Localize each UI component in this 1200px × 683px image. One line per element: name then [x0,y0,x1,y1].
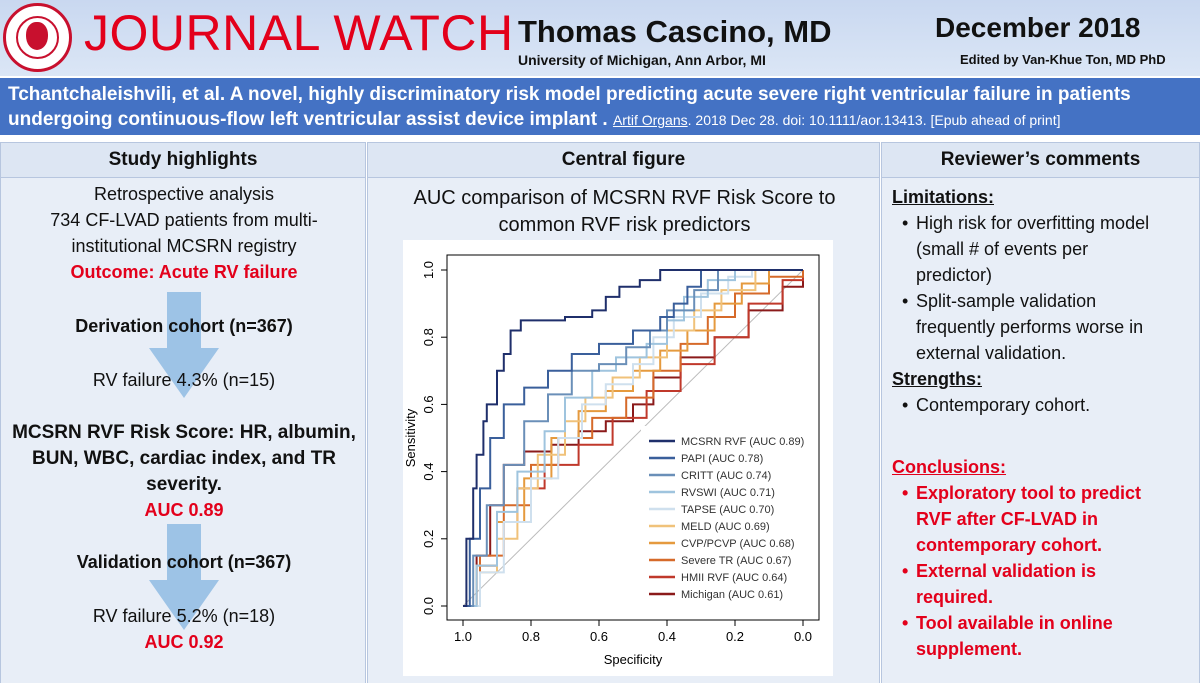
heart-lungs-icon [26,22,48,50]
roc-chart: 1.0 0.8 0.6 0.4 0.2 0.0 0.0 0.2 0.4 0.6 0.8 1.0 Spec… [403,240,833,676]
legend-label: MELD (AUC 0.69) [681,521,770,533]
strength-item: Contemporary cohort. [902,392,1192,418]
article-title-bar: Tchantchaleishvili, et al. A novel, high… [0,78,1200,135]
x-tick-label: 0.4 [658,629,676,644]
roc-series-line [463,269,803,607]
highlight-line: Retrospective analysis [93,184,275,204]
legend-label: PAPI (AUC 0.78) [681,453,763,465]
central-figure-heading: Central figure [368,143,879,178]
rv-failure-validation: RV failure 5.2% (n=18) [92,606,276,626]
reviewer-comments-body: Limitations: High risk for overfitting m… [882,178,1199,683]
conclusions-heading: Conclusions: [892,457,1007,477]
roc-series-line [463,269,803,607]
y-tick-label: 0.6 [421,395,436,413]
article-citation: Artif Organs. 2018 Dec 28. doi: 10.1111/… [613,112,1061,128]
validation-cohort-label: Validation cohort (n=367) [76,552,292,572]
highlight-line: 734 CF-LVAD patients from multi- [50,210,318,230]
x-axis-label: Specificity [604,652,663,667]
roc-series-line [463,269,803,607]
author-affiliation: University of Michigan, Ann Arbor, MI [518,52,766,68]
study-highlights-heading: Study highlights [1,143,365,178]
issue-date: December 2018 [935,12,1141,43]
y-tick-label: 0.8 [421,328,436,346]
reviewer-comments-panel: Reviewer’s comments Limitations: High ri… [881,142,1200,683]
strengths-heading: Strengths: [892,369,982,389]
plot-frame [446,254,820,621]
derivation-cohort-label: Derivation cohort (n=367) [75,316,293,336]
y-tick-label: 1.0 [421,261,436,279]
legend-box [641,426,815,604]
header-banner: JOURNAL WATCH Thomas Cascino, MD Univers… [0,0,1200,76]
y-tick-label: 0.4 [421,463,436,481]
down-arrow-icon [149,292,219,398]
journal-link[interactable]: Artif Organs [612,112,688,128]
legend-label: RVSWI (AUC 0.71) [681,487,775,499]
society-logo [3,3,72,72]
risk-score-line: severity. [146,474,222,495]
limitations-section: Limitations: High risk for overfitting m… [892,184,1192,418]
editor-credit: Edited by Van-Khue Ton, MD PhD [960,52,1166,67]
central-figure-body: AUC comparison of MCSRN RVF Risk Score t… [368,178,879,683]
auc-validation: AUC 0.92 [144,632,224,652]
legend-label: MCSRN RVF (AUC 0.89) [681,436,804,448]
study-highlights-body: Retrospective analysis 734 CF-LVAD patie… [1,178,365,683]
y-tick-label: 0.0 [421,597,436,615]
roc-series-line [463,269,803,607]
x-tick-label: 1.0 [454,629,472,644]
reviewer-comments-heading: Reviewer’s comments [882,143,1199,178]
x-tick-label: 0.8 [522,629,540,644]
legend-label: Severe TR (AUC 0.67) [681,555,791,567]
risk-score-line: BUN, WBC, cardiac index, and TR [31,448,337,469]
risk-score-line: MCSRN RVF Risk Score: HR, albumin, [12,422,356,443]
logo-ring [16,16,59,59]
author-name: Thomas Cascino, MD [518,14,832,49]
x-tick-label: 0.0 [794,629,812,644]
article-title: Tchantchaleishvili, et al. A novel, high… [8,84,1131,130]
y-axis-label: Sensitivity [403,408,418,467]
legend-label: Michigan (AUC 0.61) [681,589,783,601]
figure-title-line: AUC comparison of MCSRN RVF Risk Score t… [413,187,836,209]
figure-title-line: common RVF risk predictors [498,214,751,236]
legend-label: HMII RVF (AUC 0.64) [681,572,787,584]
limitation-item: High risk for overfitting model(small # … [902,210,1192,288]
down-arrow-icon [149,524,219,630]
study-highlights-panel: Study highlights Retrospective analysis … [0,142,366,683]
limitations-heading: Limitations: [892,187,994,207]
rv-failure-derivation: RV failure 4.3% (n=15) [92,370,276,390]
legend-label: CVP/PCVP (AUC 0.68) [681,538,795,550]
journal-watch-title: JOURNAL WATCH [84,5,514,61]
outcome-label: Outcome: Acute RV failure [70,262,298,282]
auc-derivation: AUC 0.89 [144,500,224,520]
highlight-line: institutional MCSRN registry [71,236,297,256]
roc-series-line [463,269,803,607]
legend-label: CRITT (AUC 0.74) [681,470,771,482]
central-figure-panel: Central figure AUC comparison of MCSRN R… [367,142,880,683]
x-tick-label: 0.2 [726,629,744,644]
reference-diagonal-line [462,269,804,607]
x-tick-label: 0.6 [590,629,608,644]
legend-label: TAPSE (AUC 0.70) [681,504,774,516]
roc-series-line [463,269,803,607]
conclusions-section: Conclusions: Exploratory tool to predict… [892,454,1192,662]
citation-details: . 2018 Dec 28. doi: 10.1111/aor.13413. [… [687,112,1061,128]
figure-title: AUC comparison of MCSRN RVF Risk Score t… [368,185,881,239]
roc-series-line [463,269,803,607]
y-tick-label: 0.2 [421,530,436,548]
